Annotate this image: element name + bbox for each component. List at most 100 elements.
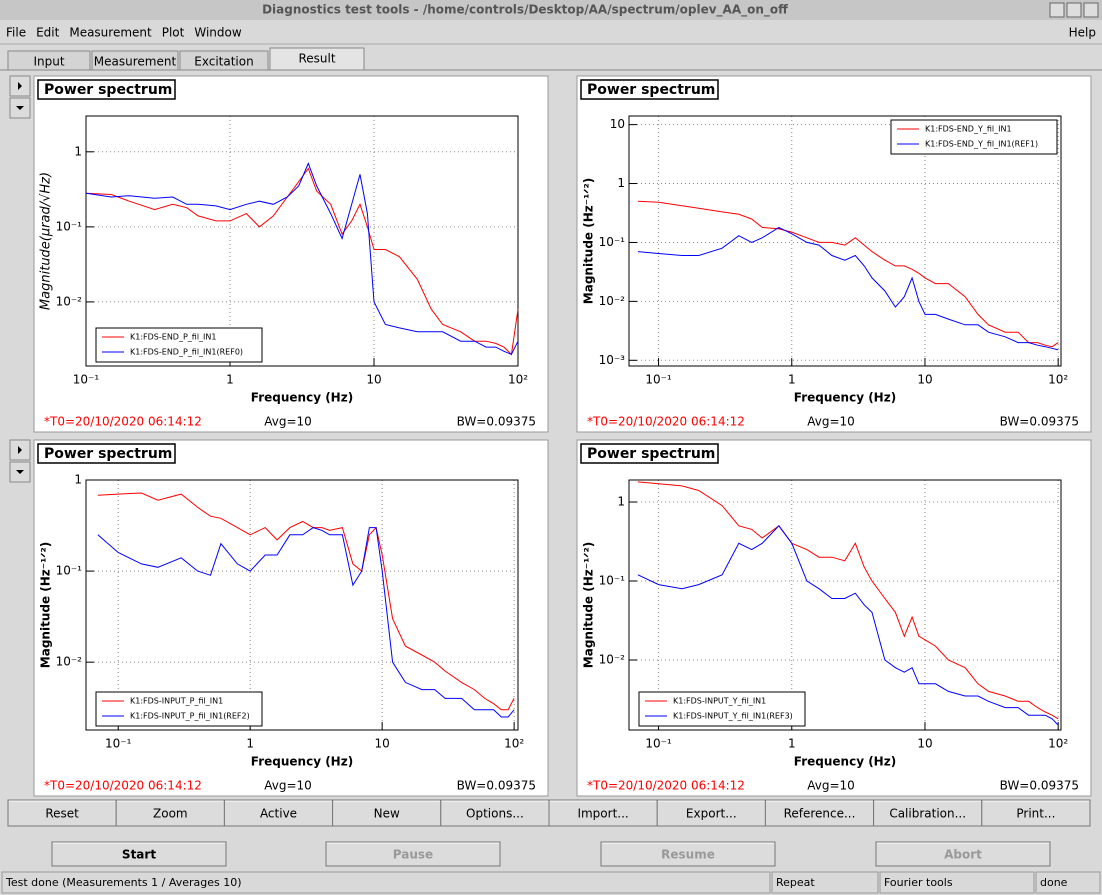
control-button[interactable] [875, 841, 1051, 867]
series-line [637, 525, 1059, 726]
panel-button[interactable] [873, 799, 983, 827]
title-bar [0, 0, 1102, 20]
panel-button-label: New [374, 807, 400, 821]
panel-button[interactable] [981, 799, 1091, 827]
tab[interactable] [269, 47, 365, 71]
maximize-button[interactable] [1066, 2, 1082, 18]
y-tick-label: 10⁻² [56, 655, 83, 669]
timestamp: *T0=20/10/2020 06:14:12 [44, 415, 202, 429]
legend-label: K1:FDS-END_Y_fil_IN1 [925, 125, 1012, 134]
minimize-button[interactable] [1049, 2, 1065, 18]
arrow-icon [18, 446, 22, 454]
panel-button[interactable] [223, 799, 334, 827]
control-button[interactable] [325, 841, 501, 867]
chart-title-box [37, 79, 176, 100]
control-button-label: Pause [393, 848, 433, 862]
tab-label[interactable]: Excitation [194, 55, 253, 69]
panel-button[interactable] [332, 799, 442, 827]
x-tick-label: 10² [1048, 373, 1068, 387]
x-tick-label: 10 [375, 737, 390, 751]
y-tick-label: 10 [610, 117, 625, 131]
legend-label: K1:FDS-INPUT_P_fil_IN1 [130, 697, 223, 706]
chart-title-box [37, 443, 176, 464]
x-tick-label: 10² [504, 737, 524, 751]
average-count: Avg=10 [807, 779, 855, 793]
panel-button[interactable] [440, 799, 550, 827]
y-tick-label: 1 [617, 495, 625, 509]
y-tick-label: 10⁻² [599, 294, 626, 308]
chart-panel [33, 439, 549, 797]
bandwidth: BW=0.09375 [457, 779, 536, 793]
y-tick-label: 10⁻¹ [56, 564, 83, 578]
y-tick-label: 1 [617, 176, 625, 190]
panel-button-label: Import... [577, 807, 628, 821]
status-text: Fourier tools [884, 876, 953, 889]
panel-button-label: Export... [686, 807, 737, 821]
y-tick-label: 10⁻² [56, 294, 83, 308]
y-axis-label: Magnitude (Hz⁻¹ᐟ²) [39, 542, 53, 668]
series-line [97, 492, 515, 711]
menu-item[interactable]: Help [1069, 26, 1096, 40]
window-title: Diagnostics test tools - /home/controls/… [262, 3, 788, 18]
legend-label: K1:FDS-END_P_fil_IN1(REF0) [130, 348, 243, 357]
chart-title-box [580, 443, 719, 464]
menu-item[interactable]: Measurement [69, 26, 152, 40]
close-button[interactable] [1083, 2, 1099, 18]
menu-item[interactable]: File [6, 26, 26, 40]
menu-item[interactable]: Plot [162, 26, 185, 40]
panel-button-label: Options... [466, 807, 524, 821]
series-line [97, 527, 515, 718]
timestamp: *T0=20/10/2020 06:14:12 [587, 779, 745, 793]
x-tick-label: 10² [508, 373, 528, 387]
legend-box [890, 119, 1058, 155]
series-line [637, 200, 1059, 348]
menu-item[interactable]: Window [194, 26, 242, 40]
chart-title: Power spectrum [587, 446, 715, 462]
x-tick-label: 1 [788, 737, 796, 751]
x-axis-label: Frequency (Hz) [794, 391, 896, 405]
legend-label: K1:FDS-END_Y_fil_IN1(REF1) [925, 140, 1038, 149]
tab[interactable] [91, 50, 179, 71]
control-button[interactable] [51, 841, 227, 867]
legend-label: K1:FDS-END_P_fil_IN1 [130, 333, 216, 342]
x-axis-label: Frequency (Hz) [794, 755, 896, 769]
panel-button[interactable] [7, 799, 117, 827]
panel-button-label: Zoom [153, 807, 188, 821]
menu-item[interactable]: Edit [36, 26, 60, 40]
tab[interactable] [179, 50, 269, 71]
control-button[interactable] [600, 841, 776, 867]
tab[interactable] [7, 50, 91, 71]
plot-frame [628, 115, 1062, 367]
y-tick-label: 10⁻¹ [599, 235, 626, 249]
panel-button-label: Reset [45, 807, 79, 821]
y-axis-label: Magnitude (Hz⁻¹ᐟ²) [582, 542, 596, 668]
tab-label[interactable]: Input [33, 55, 64, 69]
x-tick-label: 10⁻¹ [645, 737, 672, 751]
chart-title: Power spectrum [587, 82, 715, 98]
tab-label[interactable]: Result [298, 52, 335, 66]
average-count: Avg=10 [264, 415, 312, 429]
legend-label: K1:FDS-INPUT_Y_fil_IN1 [673, 697, 766, 706]
x-tick-label: 10² [1048, 737, 1068, 751]
plot-frame [628, 479, 1062, 731]
x-tick-label: 1 [788, 373, 796, 387]
panel-button[interactable] [764, 799, 875, 827]
y-axis-label: Magnitude(μrad/√Hz) [39, 172, 54, 310]
status-field [771, 871, 879, 894]
y-tick-label: 10⁻¹ [56, 219, 83, 233]
arrow-icon [16, 470, 24, 474]
panel-button-label: Print... [1016, 807, 1055, 821]
status-text: done [1040, 876, 1068, 889]
legend-label: K1:FDS-INPUT_P_fil_IN1(REF2) [130, 712, 250, 721]
series-line [85, 162, 519, 356]
panel-button[interactable] [548, 799, 658, 827]
legend-box [638, 691, 806, 727]
y-tick-label: 1 [74, 473, 82, 487]
legend-box [95, 691, 263, 727]
tab-label[interactable]: Measurement [94, 55, 177, 69]
x-tick-label: 10 [917, 737, 932, 751]
arrow-icon [16, 106, 24, 110]
x-tick-label: 10⁻¹ [73, 373, 100, 387]
chart-title: Power spectrum [44, 446, 172, 462]
y-tick-label: 10⁻³ [599, 353, 626, 367]
